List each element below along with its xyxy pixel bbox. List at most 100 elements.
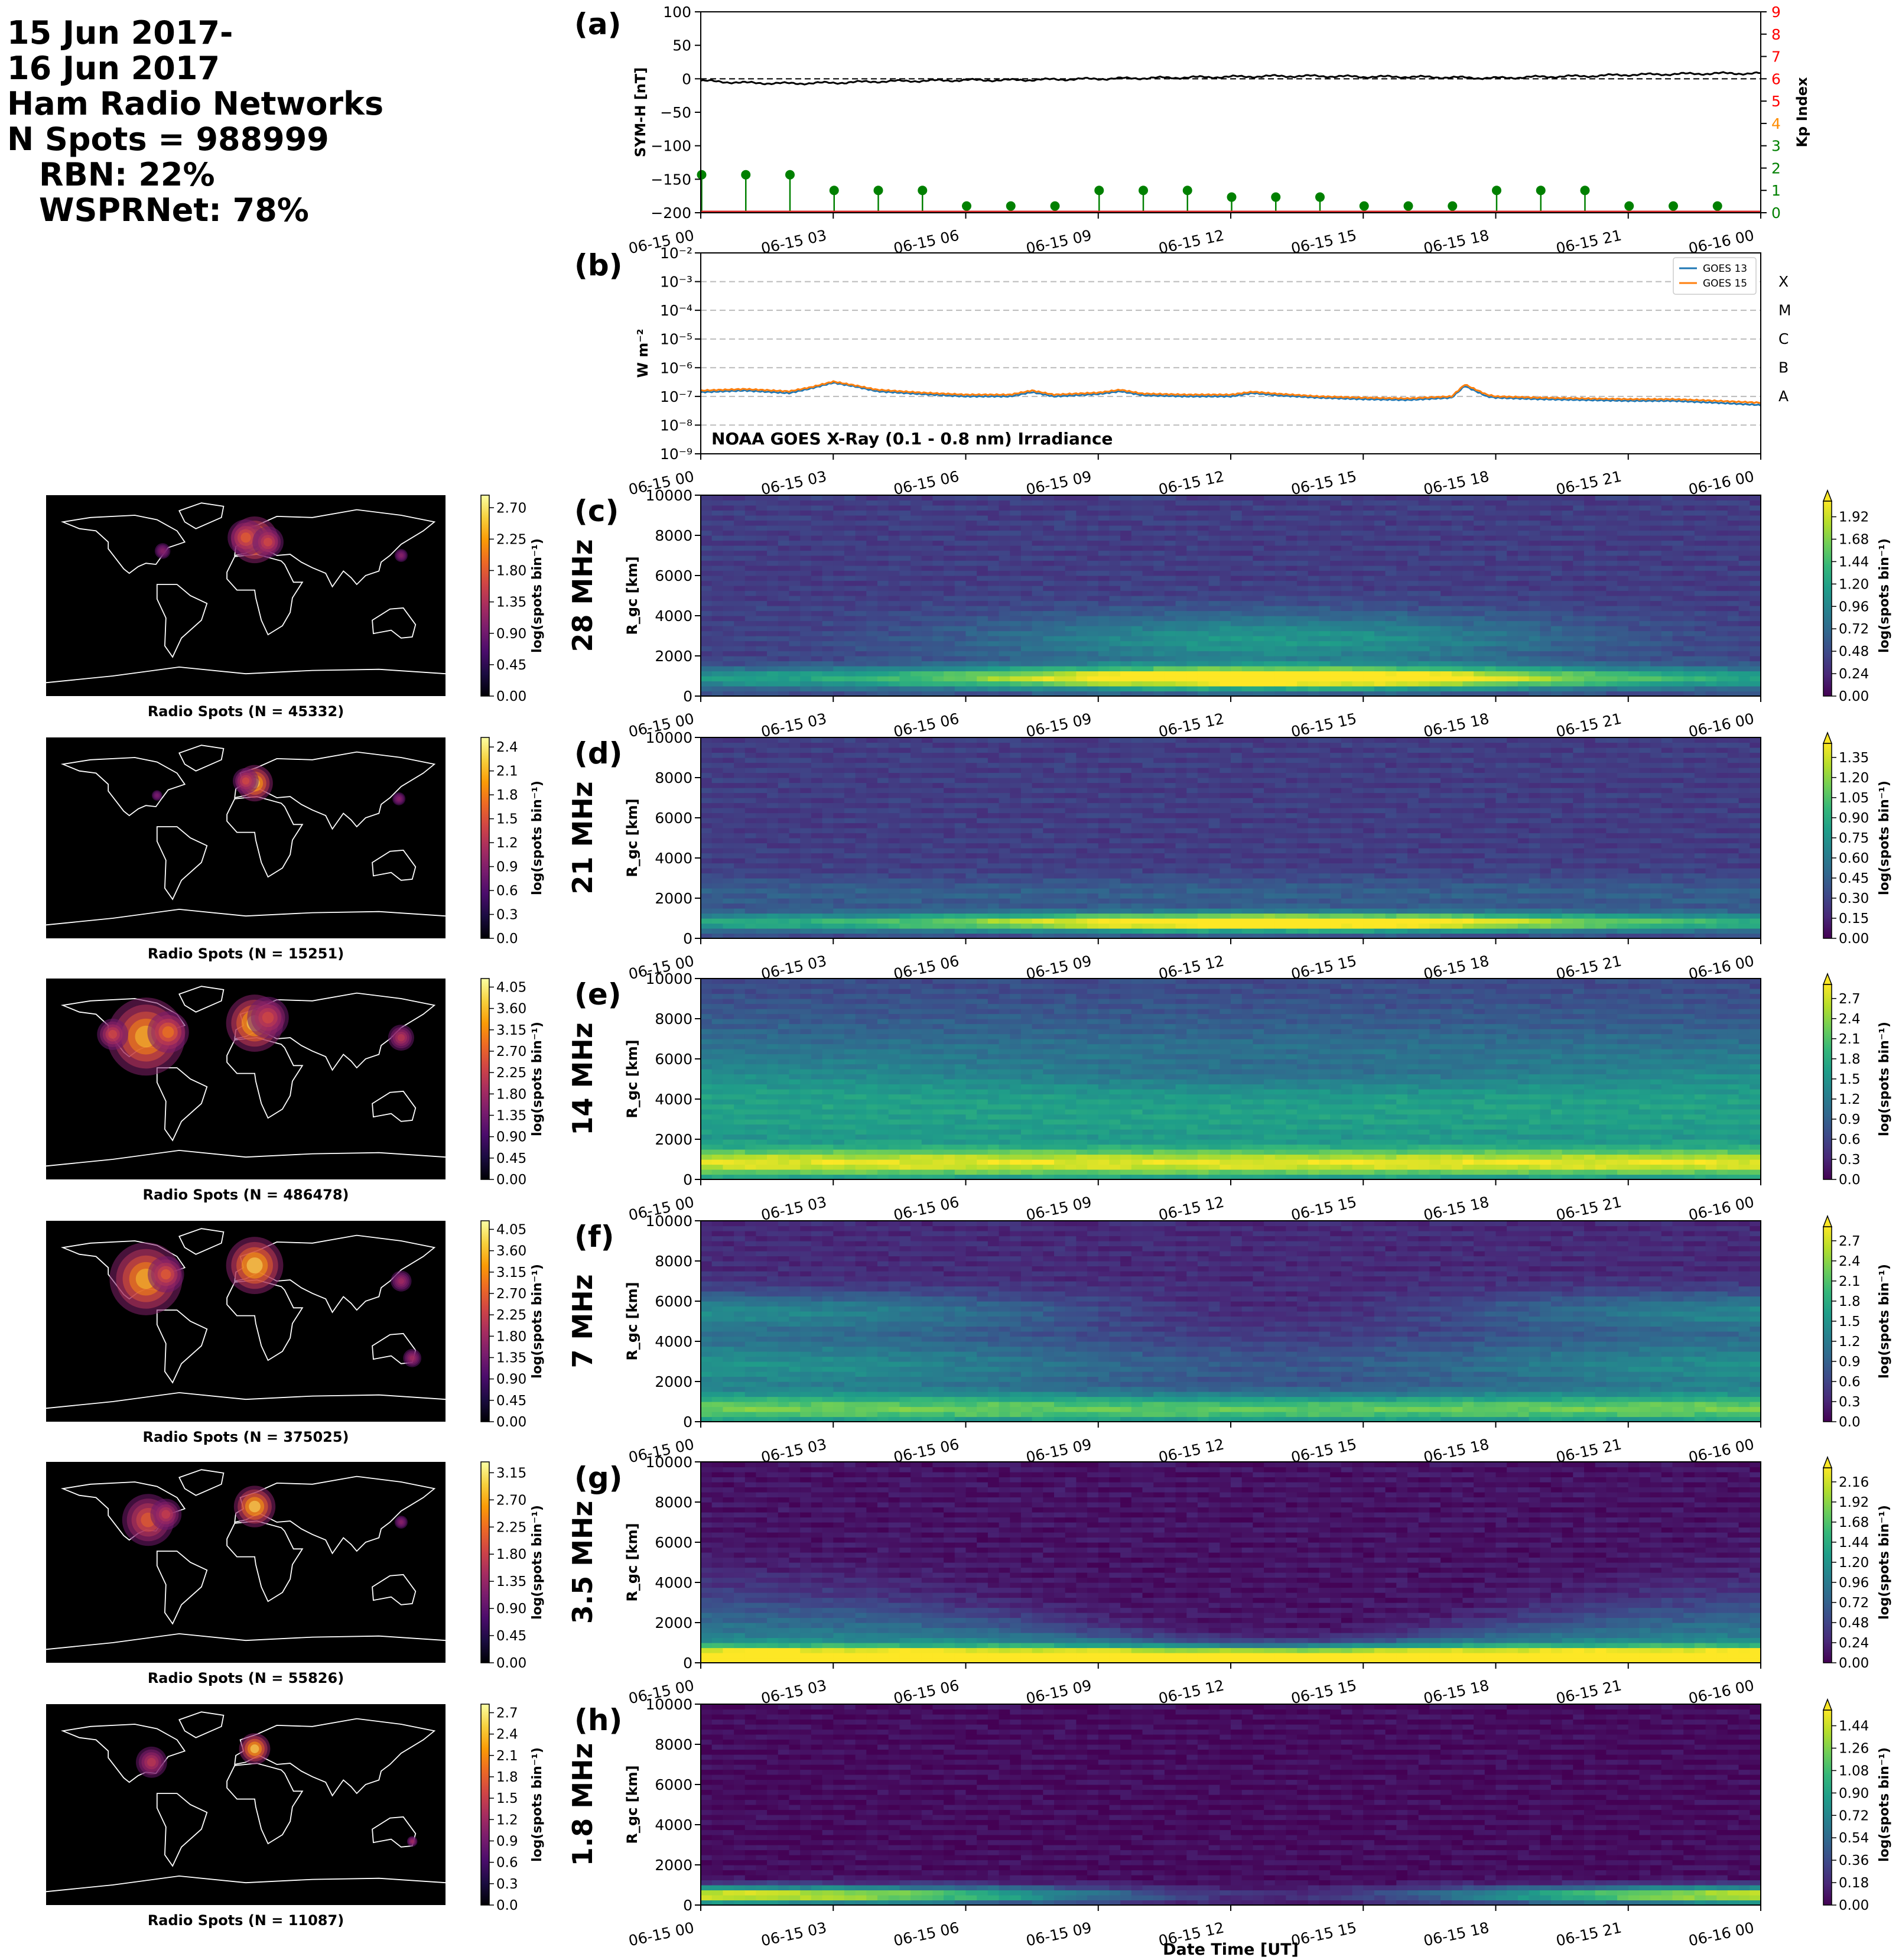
heatmap-cell [1617, 581, 1628, 586]
heatmap-cell [1396, 666, 1407, 671]
heatmap-cell [1650, 651, 1661, 656]
heatmap-cell [723, 737, 734, 743]
heatmap-cell [911, 843, 922, 849]
heatmap-cell [789, 928, 801, 934]
heatmap-cell [701, 918, 712, 924]
heatmap-cell [1264, 535, 1275, 541]
heatmap-cell [1728, 666, 1739, 671]
heatmap-cell [1540, 646, 1551, 651]
heatmap-cell [822, 535, 834, 541]
heatmap-cell [1474, 505, 1485, 511]
heatmap-cell [1076, 581, 1087, 586]
heatmap-cell [1562, 686, 1573, 691]
heatmap-cell [701, 656, 712, 661]
heatmap-cell [1728, 521, 1739, 526]
heatmap-cell [1065, 545, 1077, 551]
heatmap-cell [1131, 581, 1143, 586]
heatmap-cell [767, 914, 778, 919]
heatmap-cell [1739, 581, 1750, 586]
heatmap-cell [1275, 656, 1286, 661]
heatmap-cell [922, 763, 933, 768]
heatmap-cell [1673, 591, 1684, 596]
heatmap-cell [1386, 651, 1397, 656]
heatmap-cell [866, 651, 877, 656]
heatmap-cell [1374, 591, 1386, 596]
heatmap-cell [1242, 686, 1253, 691]
heatmap-cell [1407, 565, 1419, 571]
heatmap-cell [1076, 596, 1087, 601]
heatmap-cell [1186, 621, 1198, 626]
heatmap-cell [1419, 656, 1430, 661]
heatmap-cell [944, 686, 955, 691]
heatmap-cell [723, 818, 734, 823]
heatmap-cell [922, 813, 933, 818]
heatmap-cell [856, 631, 867, 636]
heatmap-cell [701, 686, 712, 691]
heatmap-cell [1529, 641, 1540, 646]
heatmap-cell [1010, 565, 1021, 571]
heatmap-cell [922, 743, 933, 748]
heatmap-cell [701, 641, 712, 646]
heatmap-cell [1706, 555, 1717, 561]
heatmap-cell [877, 868, 889, 873]
heatmap-cell [1319, 661, 1331, 667]
heatmap-cell [1297, 511, 1308, 516]
heatmap-cell [866, 611, 877, 616]
heatmap-cell [767, 768, 778, 773]
heatmap-cell [723, 878, 734, 883]
heatmap-cell [1120, 511, 1131, 516]
heatmap-cell [899, 686, 911, 691]
heatmap-cell [911, 521, 922, 526]
heatmap-cell [1131, 666, 1143, 671]
panel-band_21: 0200040006000800010000R_gc [km]21 MHz(d)… [567, 729, 1892, 983]
heatmap-cell [1462, 621, 1474, 626]
heatmap-cell [1462, 631, 1474, 636]
heatmap-cell [1396, 681, 1407, 687]
heatmap-cell [822, 525, 834, 531]
heatmap-cell [833, 576, 844, 581]
heatmap-cell [932, 505, 944, 511]
heatmap-cell [778, 798, 789, 803]
heatmap-cell [977, 606, 988, 611]
heatmap-cell [1264, 500, 1275, 506]
heatmap-cell [932, 525, 944, 531]
heatmap-cell [1628, 551, 1640, 556]
heatmap-cell [1419, 511, 1430, 516]
heatmap-cell [1209, 571, 1220, 576]
heatmap-cell [1054, 541, 1065, 546]
heatmap-cell [1650, 686, 1661, 691]
heatmap-cell [1695, 641, 1706, 646]
heatmap-cell [1374, 505, 1386, 511]
heatmap-cell [734, 621, 745, 626]
heatmap-cell [1716, 521, 1728, 526]
heatmap-cell [734, 596, 745, 601]
heatmap-cell [778, 928, 789, 934]
heatmap-cell [866, 828, 877, 833]
heatmap-cell [856, 793, 867, 798]
heatmap-cell [955, 646, 966, 651]
heatmap-cell [833, 768, 844, 773]
heatmap-cell [1374, 551, 1386, 556]
heatmap-cell [877, 838, 889, 843]
heatmap-cell [1319, 631, 1331, 636]
heatmap-cell [911, 686, 922, 691]
heatmap-cell [1032, 591, 1043, 596]
heatmap-cell [1440, 651, 1452, 656]
heatmap-cell [822, 818, 834, 823]
heatmap-cell [1153, 641, 1165, 646]
heatmap-cell [1673, 505, 1684, 511]
heatmap-cell [778, 551, 789, 556]
heatmap-cell [1153, 671, 1165, 677]
heatmap-cell [1131, 626, 1143, 631]
heatmap-cell [844, 928, 856, 934]
heatmap-cell [1617, 676, 1628, 681]
heatmap-cell [1396, 500, 1407, 506]
heatmap-cell [1021, 505, 1032, 511]
heatmap-cell [932, 576, 944, 581]
heatmap-cell [1341, 671, 1352, 677]
heatmap-cell [1330, 686, 1341, 691]
heatmap-cell [988, 525, 999, 531]
heatmap-cell [1419, 666, 1430, 671]
heatmap-cell [1231, 616, 1242, 621]
heatmap-cell [856, 883, 867, 889]
